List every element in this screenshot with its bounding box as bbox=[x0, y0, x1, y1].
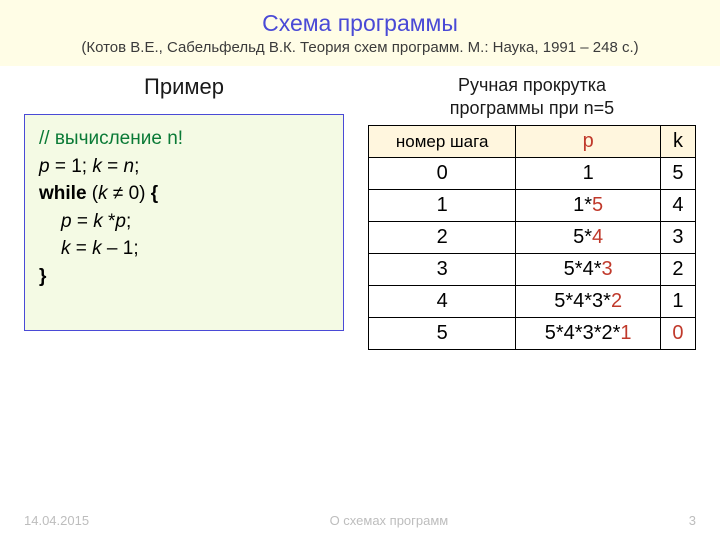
cell-k: 4 bbox=[660, 190, 695, 222]
cell-p: 5*4*3*2*1 bbox=[516, 318, 661, 350]
cell-k: 3 bbox=[660, 222, 695, 254]
slide-title: Схема программы bbox=[12, 10, 708, 37]
table-row: 45*4*3*21 bbox=[369, 286, 696, 318]
slide-subtitle: (Котов В.Е., Сабельфельд В.К. Теория схе… bbox=[12, 39, 708, 56]
cell-k: 2 bbox=[660, 254, 695, 286]
col-k: k bbox=[660, 126, 695, 158]
code-line-comment: // вычисление n! bbox=[39, 125, 329, 153]
footer-page: 3 bbox=[689, 513, 696, 528]
cell-step: 0 bbox=[369, 158, 516, 190]
trace-column: Ручная прокрутка программы при n=5 номер… bbox=[368, 74, 696, 350]
trace-label: Ручная прокрутка программы при n=5 bbox=[368, 74, 696, 119]
cell-step: 1 bbox=[369, 190, 516, 222]
table-row: 55*4*3*2*10 bbox=[369, 318, 696, 350]
code-line-init: p = 1; k = n; bbox=[39, 153, 329, 181]
cell-k: 1 bbox=[660, 286, 695, 318]
cell-step: 2 bbox=[369, 222, 516, 254]
cell-p: 1*5 bbox=[516, 190, 661, 222]
col-p: p bbox=[516, 126, 661, 158]
cell-step: 4 bbox=[369, 286, 516, 318]
slide-content: Пример // вычисление n! p = 1; k = n; wh… bbox=[0, 66, 720, 350]
slide-header: Схема программы (Котов В.Е., Сабельфельд… bbox=[0, 0, 720, 66]
code-line-while: while (k ≠ 0) { bbox=[39, 180, 329, 208]
table-row: 35*4*32 bbox=[369, 254, 696, 286]
cell-p: 1 bbox=[516, 158, 661, 190]
table-row: 11*54 bbox=[369, 190, 696, 222]
code-line-body1: p = k *p; bbox=[39, 208, 329, 236]
table-row: 015 bbox=[369, 158, 696, 190]
cell-step: 3 bbox=[369, 254, 516, 286]
slide-footer: 14.04.2015 О схемах программ 3 bbox=[0, 513, 720, 528]
code-line-body2: k = k – 1; bbox=[39, 235, 329, 263]
footer-date: 14.04.2015 bbox=[24, 513, 89, 528]
table-row: 25*43 bbox=[369, 222, 696, 254]
example-column: Пример // вычисление n! p = 1; k = n; wh… bbox=[24, 74, 344, 350]
code-box: // вычисление n! p = 1; k = n; while (k … bbox=[24, 114, 344, 331]
cell-step: 5 bbox=[369, 318, 516, 350]
footer-title: О схемах программ bbox=[89, 513, 689, 528]
cell-p: 5*4*3 bbox=[516, 254, 661, 286]
code-line-close: } bbox=[39, 263, 329, 291]
example-label: Пример bbox=[24, 74, 344, 100]
cell-k: 5 bbox=[660, 158, 695, 190]
trace-table: номер шага p k 01511*5425*4335*4*3245*4*… bbox=[368, 125, 696, 350]
trace-header-row: номер шага p k bbox=[369, 126, 696, 158]
cell-p: 5*4 bbox=[516, 222, 661, 254]
cell-p: 5*4*3*2 bbox=[516, 286, 661, 318]
col-step: номер шага bbox=[369, 126, 516, 158]
cell-k: 0 bbox=[660, 318, 695, 350]
